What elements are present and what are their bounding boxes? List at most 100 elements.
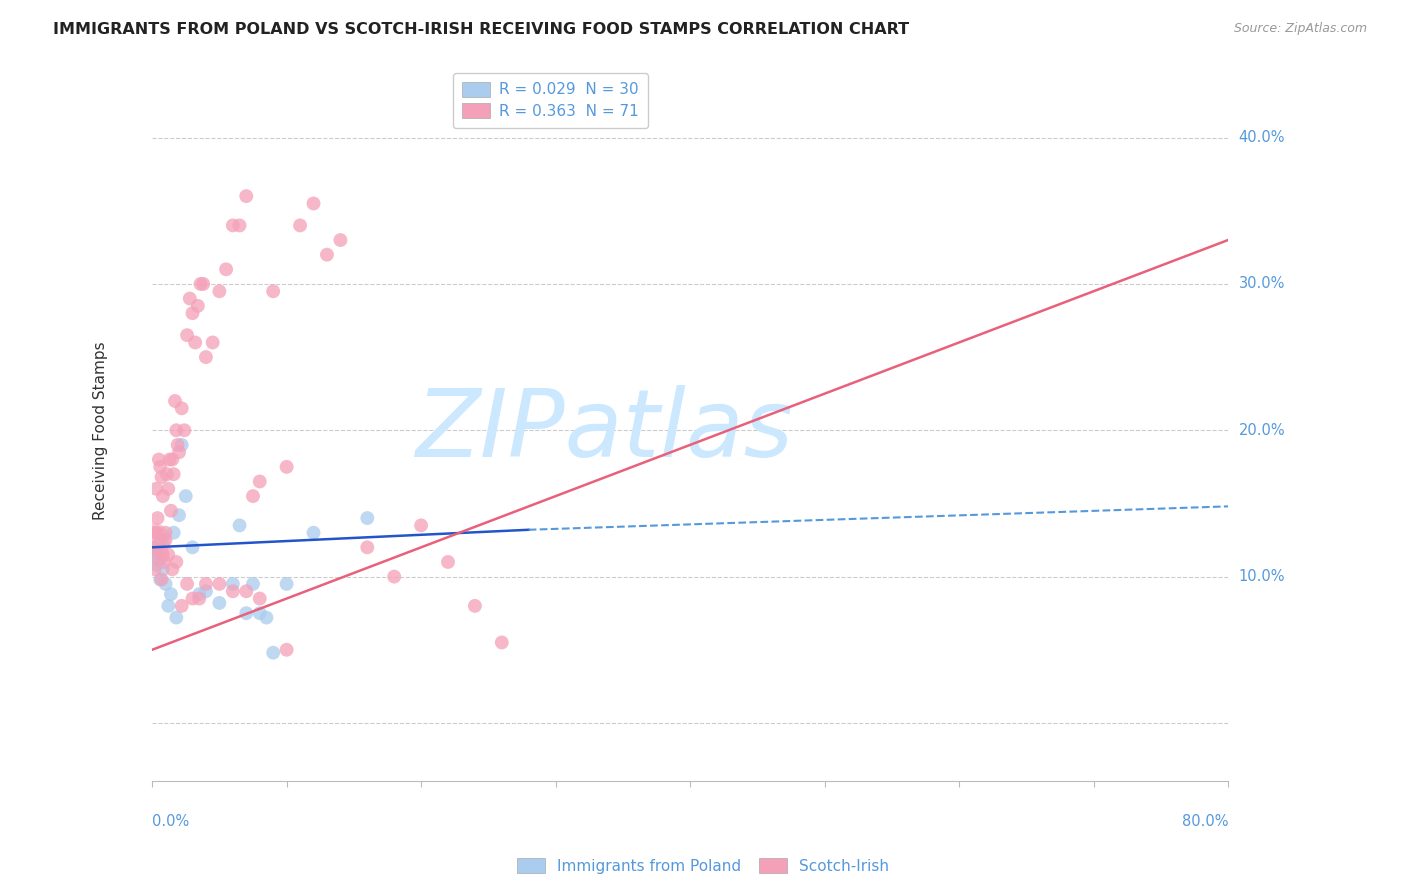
Point — [157, 482, 180, 496]
Point — [276, 577, 298, 591]
Point — [165, 610, 187, 624]
Point — [491, 635, 513, 649]
Point — [163, 394, 186, 409]
Point — [181, 541, 204, 555]
Point — [157, 599, 180, 613]
Point — [160, 587, 183, 601]
Point — [228, 518, 250, 533]
Point — [187, 299, 209, 313]
Point — [208, 577, 231, 591]
Point — [155, 577, 177, 591]
Point — [208, 285, 231, 299]
Point — [163, 525, 186, 540]
Point — [153, 555, 176, 569]
Point — [194, 577, 217, 591]
Point — [142, 533, 165, 547]
Text: 80.0%: 80.0% — [1181, 814, 1227, 829]
Point — [356, 541, 378, 555]
Point — [150, 573, 173, 587]
Point — [188, 591, 211, 606]
Point — [262, 646, 284, 660]
Point — [160, 504, 183, 518]
Point — [148, 452, 170, 467]
Point — [149, 533, 172, 547]
Point — [170, 438, 193, 452]
Point — [143, 525, 166, 540]
Point — [256, 610, 278, 624]
Point — [157, 548, 180, 562]
Point — [149, 459, 172, 474]
Point — [228, 219, 250, 233]
Point — [167, 445, 190, 459]
Point — [316, 248, 339, 262]
Point — [222, 577, 245, 591]
Point — [170, 599, 193, 613]
Point — [148, 552, 170, 566]
Point — [145, 543, 167, 558]
Point — [181, 591, 204, 606]
Text: Source: ZipAtlas.com: Source: ZipAtlas.com — [1233, 22, 1367, 36]
Point — [249, 475, 271, 489]
Point — [179, 292, 201, 306]
Point — [242, 489, 264, 503]
Point — [152, 562, 174, 576]
Point — [162, 452, 184, 467]
Point — [166, 438, 188, 452]
Point — [464, 599, 486, 613]
Point — [142, 541, 165, 555]
Point — [162, 562, 184, 576]
Point — [174, 489, 197, 503]
Text: 40.0%: 40.0% — [1239, 130, 1285, 145]
Point — [235, 584, 257, 599]
Point — [188, 587, 211, 601]
Point — [184, 335, 207, 350]
Point — [215, 262, 238, 277]
Point — [437, 555, 460, 569]
Point — [194, 584, 217, 599]
Text: 0.0%: 0.0% — [152, 814, 190, 829]
Point — [173, 423, 195, 437]
Point — [190, 277, 212, 291]
Point — [143, 548, 166, 562]
Point — [146, 511, 169, 525]
Text: IMMIGRANTS FROM POLAND VS SCOTCH-IRISH RECEIVING FOOD STAMPS CORRELATION CHART: IMMIGRANTS FROM POLAND VS SCOTCH-IRISH R… — [53, 22, 910, 37]
Point — [165, 555, 187, 569]
Point — [167, 508, 190, 523]
Point — [150, 470, 173, 484]
Point — [150, 533, 173, 547]
Point — [155, 525, 177, 540]
Point — [302, 196, 325, 211]
Point — [411, 518, 433, 533]
Legend: Immigrants from Poland, Scotch-Irish: Immigrants from Poland, Scotch-Irish — [510, 852, 896, 880]
Text: Receiving Food Stamps: Receiving Food Stamps — [93, 341, 108, 519]
Point — [143, 548, 166, 562]
Point — [329, 233, 352, 247]
Point — [222, 219, 245, 233]
Legend: R = 0.029  N = 30, R = 0.363  N = 71: R = 0.029 N = 30, R = 0.363 N = 71 — [453, 72, 648, 128]
Point — [142, 541, 165, 555]
Point — [193, 277, 215, 291]
Point — [262, 285, 284, 299]
Point — [288, 219, 311, 233]
Point — [176, 577, 198, 591]
Point — [356, 511, 378, 525]
Point — [276, 642, 298, 657]
Point — [222, 584, 245, 599]
Point — [235, 606, 257, 620]
Point — [276, 459, 298, 474]
Point — [152, 489, 174, 503]
Point — [170, 401, 193, 416]
Point — [145, 482, 167, 496]
Point — [165, 423, 187, 437]
Point — [382, 569, 405, 583]
Point — [145, 558, 167, 572]
Text: ZIPatlas: ZIPatlas — [415, 384, 793, 475]
Point — [148, 552, 170, 566]
Text: 30.0%: 30.0% — [1239, 277, 1285, 292]
Point — [155, 533, 177, 547]
Point — [242, 577, 264, 591]
Point — [249, 591, 271, 606]
Point — [208, 596, 231, 610]
Point — [149, 573, 172, 587]
Point — [156, 467, 179, 482]
